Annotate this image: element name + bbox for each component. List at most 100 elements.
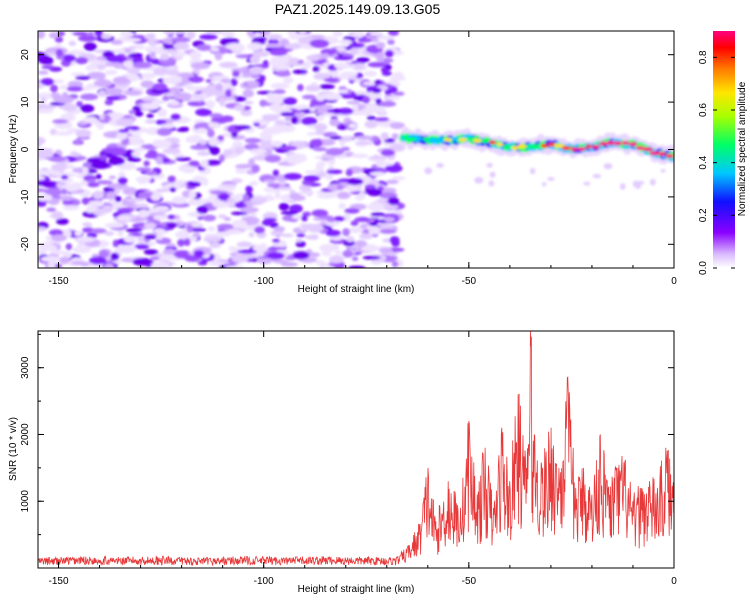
noise-blob [228,127,237,134]
track-hotspot [570,147,577,152]
noise-blob [219,98,226,107]
track-stray [592,173,602,179]
noise-blob [248,66,265,75]
noise-blob [246,202,253,211]
noise-blob [232,96,247,102]
noise-blob [306,54,321,61]
noise-blob [297,84,304,92]
noise-blob [144,119,157,124]
noise-blob [228,246,237,252]
track-stray [436,163,444,168]
noise-blob [75,75,91,80]
track-hotspot [422,137,430,141]
noise-blob [338,39,353,45]
noise-blob [237,254,257,259]
noise-blob [53,131,74,136]
noise-blob [188,160,200,167]
noise-blob [128,45,136,51]
noise-blob [273,226,286,232]
noise-blob [295,238,303,243]
noise-blob [392,71,404,79]
noise-blob [261,31,271,36]
noise-blob [365,104,381,112]
snr-series-line [38,331,674,567]
noise-blob [134,243,150,250]
noise-blob [207,160,221,164]
track-hotspot [658,151,667,156]
noise-blob [275,64,291,70]
track-stray [541,182,547,187]
noise-blob [125,73,141,82]
noise-blob [375,42,386,49]
noise-blob [375,52,385,61]
noise-blob [379,101,397,107]
noise-blob [307,223,314,232]
noise-blob [227,197,235,205]
noise-blob [170,113,181,121]
noise-blob [207,226,216,232]
noise-blob [369,155,388,160]
noise-blob [143,249,159,255]
noise-blob [272,124,282,130]
noise-blob [181,97,191,102]
noise-blob [266,179,276,184]
noise-blob [75,57,88,65]
noise-blob [179,183,188,188]
track-hotspot [450,136,461,141]
noise-blob [170,75,183,84]
track-hotspot [665,154,674,158]
noise-blob [391,133,399,140]
noise-blob [69,151,79,156]
track-stray [486,162,493,168]
noise-blob [325,229,341,237]
noise-blob [279,38,290,46]
colorbar-ticks: 0.0 0.2 0.4 0.6 0.8 [698,50,735,275]
noise-blob [81,197,90,205]
snr-panel: -150 -100 -50 0 1000 2000 3000 Height of strai… [8,330,677,595]
noise-blob [132,258,152,266]
noise-blob [124,90,142,96]
noise-blob [280,111,295,117]
noise-blob [68,40,76,47]
noise-blob [110,252,120,261]
noise-blob [351,153,369,159]
track-hotspot [511,146,519,150]
noise-blob [369,31,384,37]
x-tick-label: 0 [671,276,677,287]
noise-blob [265,194,273,202]
noise-blob [165,222,178,228]
noise-blob [38,56,54,65]
noise-blob [220,115,234,123]
noise-blob [145,45,164,53]
noise-blob [290,116,299,125]
noise-blob [38,226,47,232]
noise-blob [236,169,247,174]
noise-blob [199,34,218,40]
noise-blob [116,207,135,213]
noise-blob [174,31,187,34]
noise-blob [143,222,157,230]
noise-blob [168,100,180,106]
noise-blob [75,156,87,161]
y-tick-label: 2000 [20,423,31,446]
noise-blob [316,194,336,199]
noise-blob [333,56,354,61]
noise-blob [186,31,196,39]
noise-blob [384,49,394,58]
y-tick-label: 0 [20,146,31,152]
noise-blob [198,139,208,145]
track-hotspot [415,136,422,141]
noise-blob [384,95,401,101]
noise-blob [380,132,389,141]
noise-blob [104,231,115,236]
noise-blob [344,208,360,214]
noise-blob [187,197,205,206]
noise-blob [337,191,351,200]
noise-blob [117,177,128,185]
noise-blob [71,182,82,191]
noise-blob [266,251,285,260]
noise-blob [366,115,376,121]
noise-blob [106,62,124,67]
noise-blob [354,216,371,223]
noise-blob [38,137,43,146]
